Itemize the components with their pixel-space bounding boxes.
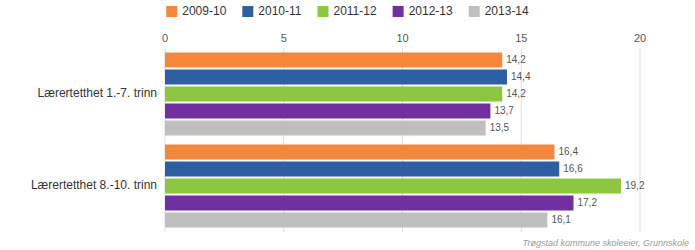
grid	[165, 48, 640, 232]
legend: 2009-10 2010-11 2011-12 2012-13 2013-14	[166, 4, 529, 18]
legend-swatch	[393, 6, 404, 17]
data-label: 19,2	[625, 180, 645, 191]
legend-label: 2009-10	[182, 4, 226, 18]
category-label: Lærertetthet 8.-10. trinn	[31, 178, 157, 192]
legend-swatch	[317, 6, 328, 17]
tick-label: 0	[162, 32, 168, 44]
bar	[165, 87, 502, 102]
data-label: 16,1	[551, 214, 571, 225]
legend-item: 2012-13	[393, 4, 453, 18]
bar	[165, 162, 559, 177]
annotation: Trøgstad kommune skoleeier, Grunnskole	[523, 238, 689, 248]
grid-line	[640, 48, 641, 232]
data-label: 16,4	[559, 146, 579, 157]
bar	[165, 196, 574, 211]
legend-item: 2010-11	[242, 4, 301, 18]
legend-swatch	[469, 6, 480, 17]
tick-label: 15	[515, 32, 527, 44]
data-label: 13,7	[494, 105, 514, 116]
legend-label: 2013-14	[485, 4, 529, 18]
legend-label: 2012-13	[409, 4, 453, 18]
bar	[165, 121, 486, 136]
bar	[165, 213, 547, 228]
data-label: 14,2	[506, 54, 526, 65]
legend-item: 2013-14	[469, 4, 529, 18]
category-label: Lærertetthet 1.-7. trinn	[38, 86, 157, 100]
tick-label: 10	[396, 32, 408, 44]
data-label: 17,2	[578, 197, 598, 208]
data-label: 16,6	[563, 163, 583, 174]
tick-label: 5	[281, 32, 287, 44]
bar	[165, 179, 621, 194]
data-labels: 14,2 14,4 14,2 13,7 13,5 16,4 16,6 19,2 17,2 16,1	[490, 54, 645, 225]
bar	[165, 70, 507, 85]
bar	[165, 145, 555, 160]
legend-label: 2010-11	[258, 4, 301, 18]
data-label: 14,2	[506, 88, 526, 99]
data-label: 13,5	[490, 122, 510, 133]
data-label: 14,4	[511, 71, 531, 82]
chart: 0 5 10 15 20 14,2 14,4 14,2 13,7 13,5 16,4 16,6 19,2…	[0, 0, 695, 250]
tick-label: 20	[634, 32, 646, 44]
bar	[165, 104, 490, 119]
legend-label: 2011-12	[333, 4, 376, 18]
legend-item: 2009-10	[166, 4, 226, 18]
legend-swatch	[242, 6, 253, 17]
legend-item: 2011-12	[317, 4, 376, 18]
bars	[165, 53, 621, 228]
bar	[165, 53, 502, 68]
legend-swatch	[166, 6, 177, 17]
